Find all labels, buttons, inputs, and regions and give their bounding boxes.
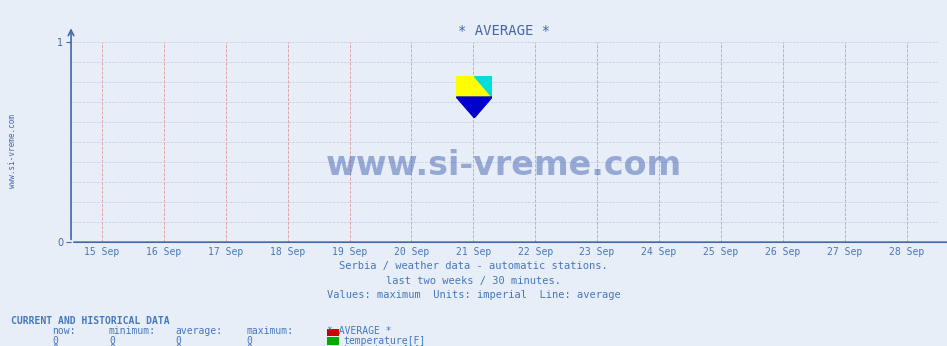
Polygon shape: [456, 97, 492, 118]
Title: * AVERAGE *: * AVERAGE *: [458, 24, 550, 38]
Text: Values: maximum  Units: imperial  Line: average: Values: maximum Units: imperial Line: av…: [327, 290, 620, 300]
Text: 0: 0: [246, 336, 252, 346]
Text: now:: now:: [52, 326, 76, 336]
Text: maximum:: maximum:: [246, 326, 294, 336]
Text: 0: 0: [109, 336, 115, 346]
Text: * AVERAGE *: * AVERAGE *: [327, 326, 391, 336]
Polygon shape: [456, 76, 492, 97]
Text: 0: 0: [246, 344, 252, 346]
Text: 0: 0: [175, 336, 181, 346]
Text: www.si-vreme.com: www.si-vreme.com: [8, 113, 17, 188]
Text: CURRENT AND HISTORICAL DATA: CURRENT AND HISTORICAL DATA: [11, 316, 170, 326]
Text: Serbia / weather data - automatic stations.: Serbia / weather data - automatic statio…: [339, 261, 608, 271]
Text: temperature[F]: temperature[F]: [344, 336, 426, 346]
Text: 0: 0: [52, 344, 58, 346]
Text: last two weeks / 30 minutes.: last two weeks / 30 minutes.: [386, 276, 561, 286]
Text: 0: 0: [109, 344, 115, 346]
Text: heat index[-]: heat index[-]: [344, 344, 420, 346]
Text: 0: 0: [52, 336, 58, 346]
Text: www.si-vreme.com: www.si-vreme.com: [326, 149, 683, 182]
Polygon shape: [474, 76, 492, 97]
Text: minimum:: minimum:: [109, 326, 156, 336]
Text: 0: 0: [175, 344, 181, 346]
Text: average:: average:: [175, 326, 223, 336]
